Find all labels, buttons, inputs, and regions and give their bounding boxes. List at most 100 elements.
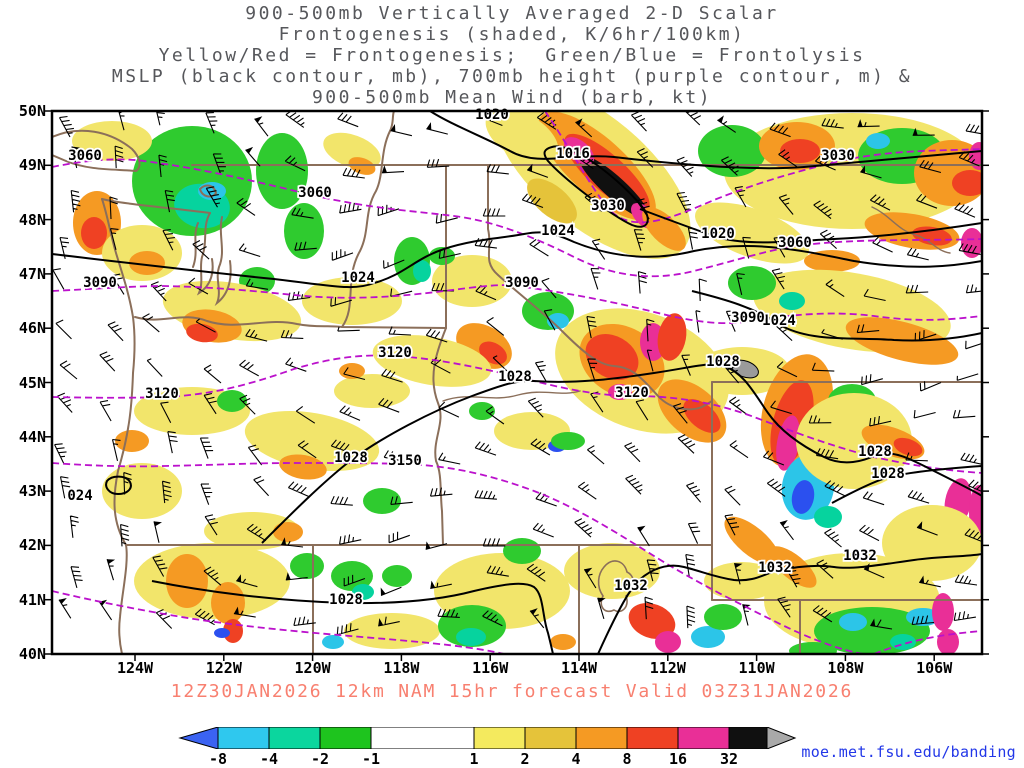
colorbar-tick-label: 16 bbox=[668, 750, 688, 768]
colorbar-segment bbox=[575, 726, 628, 750]
shaded-region bbox=[344, 613, 440, 649]
shaded-region bbox=[728, 266, 776, 300]
shaded-region bbox=[479, 341, 507, 365]
shaded-regions bbox=[72, 111, 982, 654]
shaded-region bbox=[932, 593, 954, 631]
contour-label: 3120 bbox=[145, 386, 179, 402]
contour-label: 1028 bbox=[706, 354, 740, 370]
shaded-region bbox=[893, 437, 923, 457]
shaded-region bbox=[115, 430, 149, 452]
contour-label: 024 bbox=[67, 488, 92, 504]
colorbar-segment bbox=[370, 726, 475, 750]
lat-tick-label: 44N bbox=[18, 427, 46, 446]
shaded-region bbox=[503, 538, 541, 564]
shaded-region bbox=[655, 631, 681, 653]
lat-tick-label: 47N bbox=[18, 264, 46, 283]
mslp-contour bbox=[639, 208, 982, 244]
shaded-region bbox=[814, 506, 842, 528]
shaded-region bbox=[779, 292, 805, 310]
coast-juan-de-fuca bbox=[101, 198, 211, 214]
title-line-5: 900-500mb Mean Wind (barb, kt) bbox=[311, 87, 713, 108]
colorbar-segment bbox=[626, 726, 679, 750]
height-contour bbox=[52, 284, 982, 325]
colorbar-tick-label: 1 bbox=[469, 750, 479, 768]
shaded-region bbox=[494, 412, 570, 450]
contour-label: 1028 bbox=[871, 466, 905, 482]
contour-label: 1020 bbox=[701, 226, 735, 242]
contour-label: 1024 bbox=[762, 313, 796, 329]
shaded-region bbox=[273, 522, 303, 542]
height-contour bbox=[52, 462, 865, 654]
contour-label: 3060 bbox=[778, 235, 812, 251]
colorbar-tick-label: 8 bbox=[622, 750, 632, 768]
contour-label: 1032 bbox=[758, 560, 792, 576]
coast-hood-canal bbox=[192, 222, 199, 268]
lat-tick-label: 49N bbox=[18, 156, 46, 175]
contour-label: 1028 bbox=[334, 450, 368, 466]
shaded-region bbox=[217, 390, 247, 412]
contour-label: 1028 bbox=[858, 444, 892, 460]
contour-label: 1028 bbox=[498, 369, 532, 385]
mslp-contour bbox=[151, 580, 554, 654]
lat-tick-label: 42N bbox=[18, 536, 46, 555]
colorbar-segment bbox=[473, 726, 526, 750]
shaded-region bbox=[642, 207, 686, 251]
shaded-region bbox=[214, 628, 230, 638]
colorbar-segment bbox=[524, 726, 577, 750]
shaded-region bbox=[284, 203, 324, 259]
shaded-region bbox=[334, 374, 410, 408]
lat-tick-label: 43N bbox=[18, 482, 46, 501]
height-contour bbox=[52, 158, 982, 278]
shaded-region bbox=[550, 634, 576, 650]
shaded-region bbox=[352, 584, 374, 600]
shaded-region bbox=[691, 626, 725, 648]
credit-link[interactable]: moe.met.fsu.edu/banding bbox=[801, 743, 1016, 761]
colorbar-tick-label: 2 bbox=[520, 750, 530, 768]
contour-label: 3150 bbox=[388, 453, 422, 469]
shaded-region bbox=[551, 432, 585, 450]
contour-label: 3090 bbox=[731, 310, 765, 326]
coastline bbox=[52, 129, 232, 654]
shaded-region bbox=[382, 565, 412, 587]
mslp-contours bbox=[52, 111, 982, 654]
lon-tick-label: 108W bbox=[827, 659, 864, 677]
height-contour bbox=[52, 590, 505, 654]
colorbar-left-arrow bbox=[178, 726, 219, 750]
map-frame bbox=[50, 109, 984, 656]
height-contour bbox=[544, 111, 982, 224]
shaded-region bbox=[791, 480, 815, 514]
lon-tick-label: 118W bbox=[383, 659, 420, 677]
colorbar: -8 -4 -2 -1 1 2 4 8 16 32 bbox=[178, 726, 800, 768]
contour-label: 3090 bbox=[83, 275, 117, 291]
shaded-region bbox=[527, 178, 577, 224]
colorbar-tick-label: -4 bbox=[259, 750, 279, 768]
shaded-region bbox=[129, 251, 165, 275]
coast-puget-2 bbox=[214, 216, 232, 307]
state-borders bbox=[125, 111, 982, 654]
colorbar-tick-label: 4 bbox=[571, 750, 581, 768]
title-line-1: 900-500mb Vertically Averaged 2-D Scalar bbox=[245, 3, 779, 24]
chart-title: 900-500mb Vertically Averaged 2-D Scalar… bbox=[0, 3, 1024, 108]
contour-label: 1032 bbox=[614, 578, 648, 594]
lon-tick-label: 124W bbox=[116, 659, 154, 677]
contour-label: 1024 bbox=[541, 223, 575, 239]
colorbar-scale bbox=[178, 726, 797, 750]
mslp-contour bbox=[597, 553, 982, 654]
shaded-region bbox=[211, 582, 245, 624]
colorbar-segment bbox=[728, 726, 768, 750]
shaded-region bbox=[244, 411, 380, 471]
colorbar-segment bbox=[217, 726, 270, 750]
mslp-contour bbox=[691, 290, 982, 342]
mslp-contour bbox=[543, 145, 649, 228]
shaded-region bbox=[780, 139, 820, 163]
forecast-info: 12Z30JAN2026 12km NAM 15hr forecast Vali… bbox=[170, 681, 854, 702]
coast-puget-1 bbox=[196, 212, 214, 296]
lat-tick-label: 41N bbox=[18, 590, 46, 609]
shaded-region bbox=[839, 613, 867, 631]
contour-label: 3060 bbox=[298, 185, 332, 201]
shaded-region bbox=[81, 217, 107, 249]
colorbar-segment bbox=[319, 726, 372, 750]
shaded-region bbox=[804, 250, 860, 272]
lat-tick-label: 48N bbox=[18, 210, 46, 229]
shaded-region bbox=[302, 277, 402, 325]
